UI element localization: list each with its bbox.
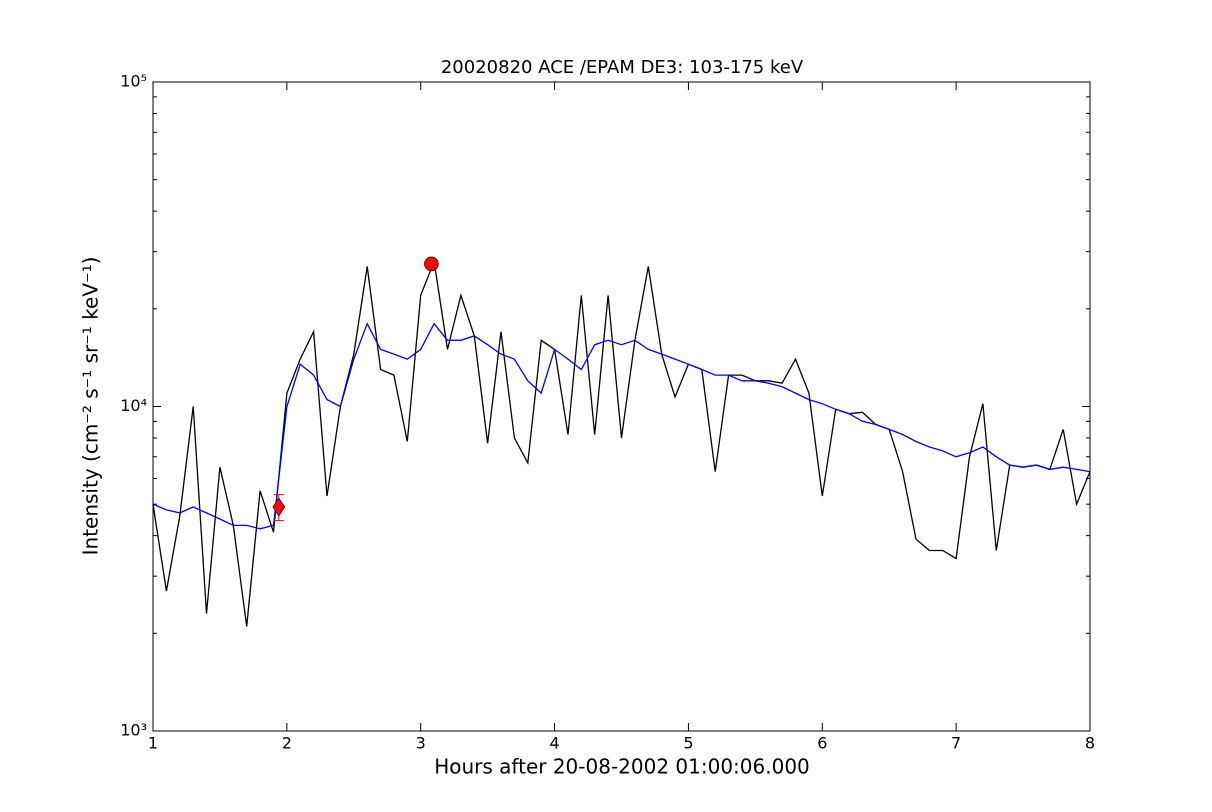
marker <box>424 256 439 272</box>
x-tick-label: 4 <box>549 734 559 753</box>
data-line <box>152 258 1091 627</box>
plot-frame <box>152 81 1091 732</box>
x-tick-label: 5 <box>683 734 693 753</box>
x-axis-label: Hours after 20-08-2002 01:00:06.000 <box>434 755 810 779</box>
x-tick-label: 8 <box>1085 734 1095 753</box>
chart-title: 20020820 ACE /EPAM DE3: 103-175 keV <box>441 57 804 78</box>
y-axis-label: Intensity (cm⁻² s⁻¹ sr⁻¹ keV⁻¹) <box>79 257 103 556</box>
x-tick-label: 1 <box>148 734 158 753</box>
x-tick-label: 2 <box>282 734 292 753</box>
marker <box>272 497 286 517</box>
y-tick-label: 10⁴ <box>120 396 147 415</box>
x-tick-label: 6 <box>817 734 827 753</box>
data-line <box>152 322 1091 530</box>
y-tick-label: 10³ <box>120 721 147 740</box>
x-tick-label: 7 <box>951 734 961 753</box>
x-tick-label: 3 <box>416 734 426 753</box>
y-tick-label: 10⁵ <box>120 72 147 91</box>
